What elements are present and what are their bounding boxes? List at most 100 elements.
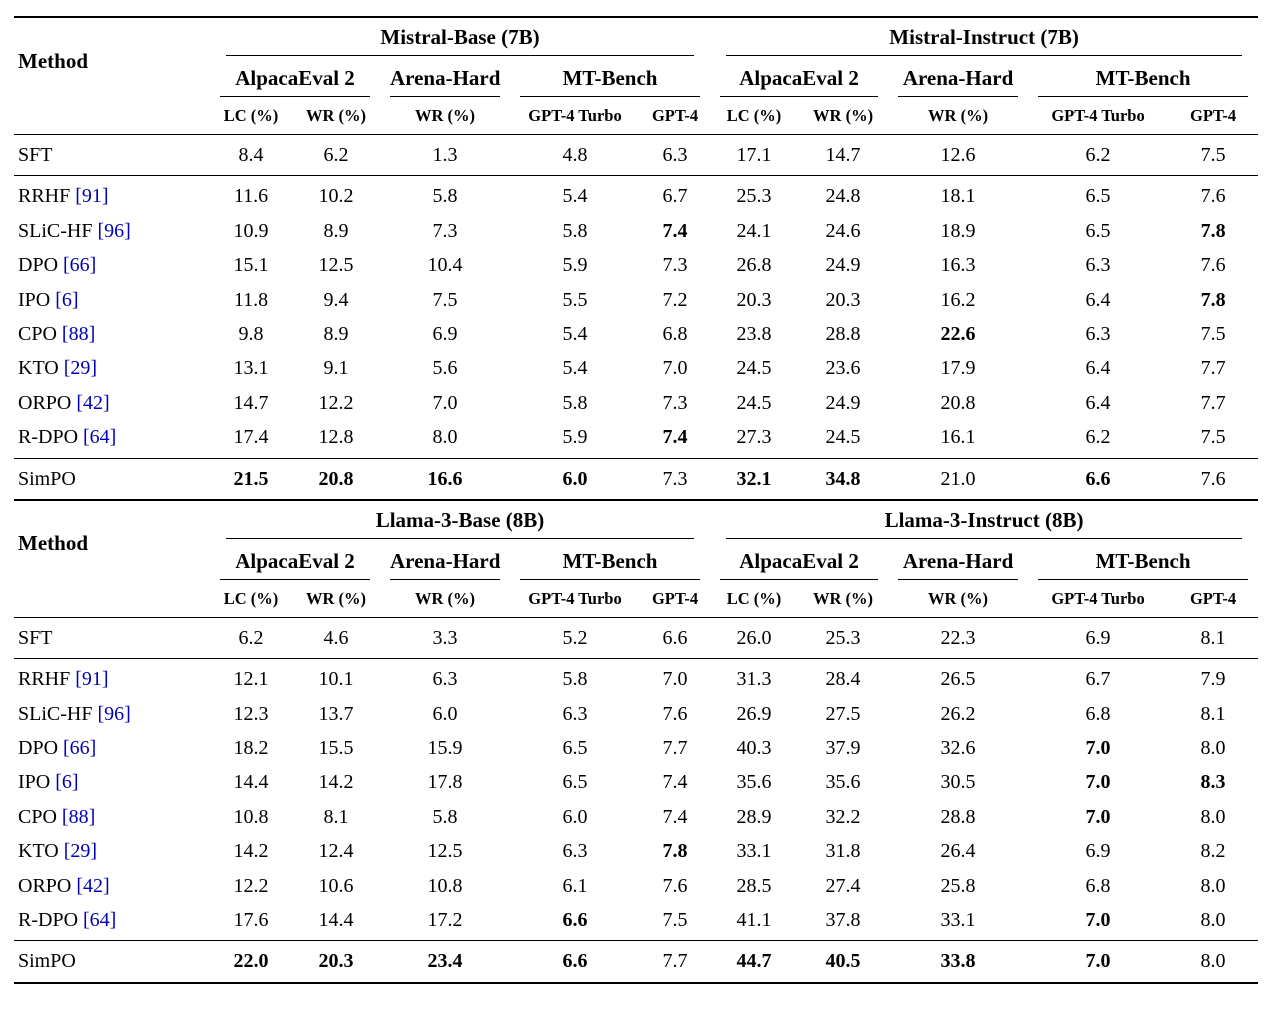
score-cell: 35.6	[825, 771, 861, 794]
benchmark-header: AlpacaEval 2	[710, 56, 888, 97]
score-cell: 11.6	[233, 185, 269, 208]
benchmark-header-row: AlpacaEval 2 Arena-Hard MT-Bench AlpacaEval…	[14, 539, 1258, 580]
score-cell: 7.2	[662, 288, 688, 311]
score-cell: 6.9	[432, 322, 458, 345]
score-cell: 9.4	[323, 288, 349, 311]
score-cell: 28.9	[736, 805, 772, 828]
score-cell: 33.1	[736, 840, 772, 863]
citation-link[interactable]: [96]	[92, 702, 131, 725]
score-cell: 32.6	[940, 737, 976, 760]
citation-link[interactable]: [6]	[50, 771, 79, 794]
score-cell: 15.5	[318, 737, 354, 760]
citation-link[interactable]: [66]	[58, 737, 97, 760]
score-cell: 6.9	[1085, 840, 1111, 863]
citation-link[interactable]: [88]	[56, 322, 96, 345]
score-cell: 15.9	[427, 737, 463, 760]
score-cell: 5.9	[562, 426, 588, 449]
score-cell: 6.3	[562, 840, 588, 863]
score-cell: 17.2	[427, 909, 463, 932]
citation-link[interactable]: [66]	[58, 254, 97, 277]
score-cell: 7.4	[662, 219, 688, 242]
metric-header: GPT-4	[651, 106, 699, 125]
citation-link[interactable]: [64]	[78, 426, 117, 449]
score-cell: 7.4	[662, 805, 688, 828]
score-cell: 7.8	[1200, 288, 1226, 311]
score-cell: 7.5	[432, 288, 458, 311]
table-section: RRHF [91] 12.1 10.1 6.3 5.8 7.0 31.3 28.4 26.5 6.…	[14, 659, 1259, 941]
result-row: SFT 6.2 4.6 3.3 5.2 6.6 26.0 25.3 22.3 6.9 8.1	[14, 617, 1258, 658]
score-cell: 44.7	[736, 950, 772, 973]
score-cell: 8.1	[323, 805, 349, 828]
score-cell: 24.5	[736, 357, 772, 380]
citation-link[interactable]: [91]	[70, 185, 109, 208]
score-cell: 5.9	[562, 254, 588, 277]
result-row: KTO [29] 13.1 9.1 5.6 5.4 7.0 24.5 23.6 17.9 6.4 7…	[14, 351, 1258, 385]
score-cell: 7.3	[662, 467, 688, 490]
score-cell: 33.1	[940, 909, 976, 932]
score-cell: 5.5	[562, 288, 588, 311]
score-cell: 6.4	[1085, 288, 1111, 311]
group-header-row: Method Llama-3-Base (8B) Llama-3-Instruct …	[14, 501, 1258, 555]
score-cell: 25.3	[825, 626, 861, 649]
score-cell: 41.1	[736, 909, 772, 932]
score-cell: 9.8	[238, 322, 264, 345]
citation-link[interactable]: [88]	[56, 805, 96, 828]
score-cell: 24.1	[736, 219, 772, 242]
score-cell: 31.3	[736, 668, 772, 691]
method-cell: KTO [29]	[14, 834, 210, 868]
score-cell: 26.2	[940, 702, 976, 725]
score-cell: 40.5	[825, 950, 861, 973]
score-cell: 6.5	[1085, 185, 1111, 208]
score-cell: 8.2	[1200, 840, 1226, 863]
score-cell: 34.8	[825, 467, 861, 490]
score-cell: 13.7	[318, 702, 354, 725]
score-cell: 12.2	[233, 874, 269, 897]
score-cell: 10.6	[318, 874, 354, 897]
score-cell: 5.8	[432, 805, 458, 828]
metric-header: WR (%)	[813, 588, 874, 608]
score-cell: 6.1	[562, 874, 588, 897]
model-group-header: Mistral-Base (7B)	[210, 17, 710, 56]
score-cell: 32.2	[825, 805, 861, 828]
table-section: SimPO 21.5 20.8 16.6 6.0 7.3 32.1 34.8 21.0 6.6 7.…	[14, 458, 1259, 500]
metric-header: WR (%)	[305, 588, 367, 608]
citation-link[interactable]: [42]	[71, 874, 110, 897]
citation-link[interactable]: [29]	[58, 840, 98, 863]
benchmark-title: MT-Bench	[1038, 56, 1249, 97]
score-cell: 7.0	[1085, 805, 1111, 828]
score-cell: 20.8	[318, 467, 354, 490]
score-cell: 17.6	[233, 909, 269, 932]
result-row: SimPO 22.0 20.3 23.4 6.6 7.7 44.7 40.5 33.8 7.0 8.…	[14, 941, 1258, 983]
score-cell: 6.8	[1085, 702, 1111, 725]
citation-link[interactable]: [96]	[92, 219, 131, 242]
method-name: CPO	[18, 322, 57, 345]
metric-header: LC (%)	[223, 106, 279, 125]
citation-link[interactable]: [91]	[70, 668, 109, 691]
result-row: RRHF [91] 12.1 10.1 6.3 5.8 7.0 31.3 28.4 26.5 6.…	[14, 659, 1258, 697]
score-cell: 12.5	[318, 254, 354, 277]
citation-link[interactable]: [42]	[71, 391, 110, 414]
citation-link[interactable]: [29]	[58, 357, 98, 380]
score-cell: 8.0	[1200, 950, 1226, 973]
score-cell: 26.9	[736, 702, 772, 725]
method-name: SFT	[18, 626, 53, 649]
method-name: KTO	[18, 357, 59, 380]
metric-header: GPT-4 Turbo	[528, 106, 622, 125]
table-section: SimPO 22.0 20.3 23.4 6.6 7.7 44.7 40.5 33.8 7.0 8.…	[14, 941, 1259, 983]
score-cell: 23.8	[736, 322, 772, 345]
score-cell: 6.3	[1085, 254, 1111, 277]
metric-header: LC (%)	[726, 106, 782, 125]
score-cell: 24.8	[825, 185, 861, 208]
citation-link[interactable]: [64]	[78, 909, 117, 932]
score-cell: 37.9	[825, 737, 861, 760]
score-cell: 27.4	[825, 874, 861, 897]
score-cell: 35.6	[736, 771, 772, 794]
citation-link[interactable]: [6]	[50, 288, 79, 311]
score-cell: 8.4	[238, 144, 264, 166]
score-cell: 24.9	[825, 391, 861, 414]
score-cell: 5.4	[562, 322, 588, 345]
method-name: SimPO	[18, 467, 76, 490]
score-cell: 7.3	[662, 391, 688, 414]
score-cell: 12.4	[318, 840, 354, 863]
benchmark-title: Arena-Hard	[898, 56, 1019, 97]
